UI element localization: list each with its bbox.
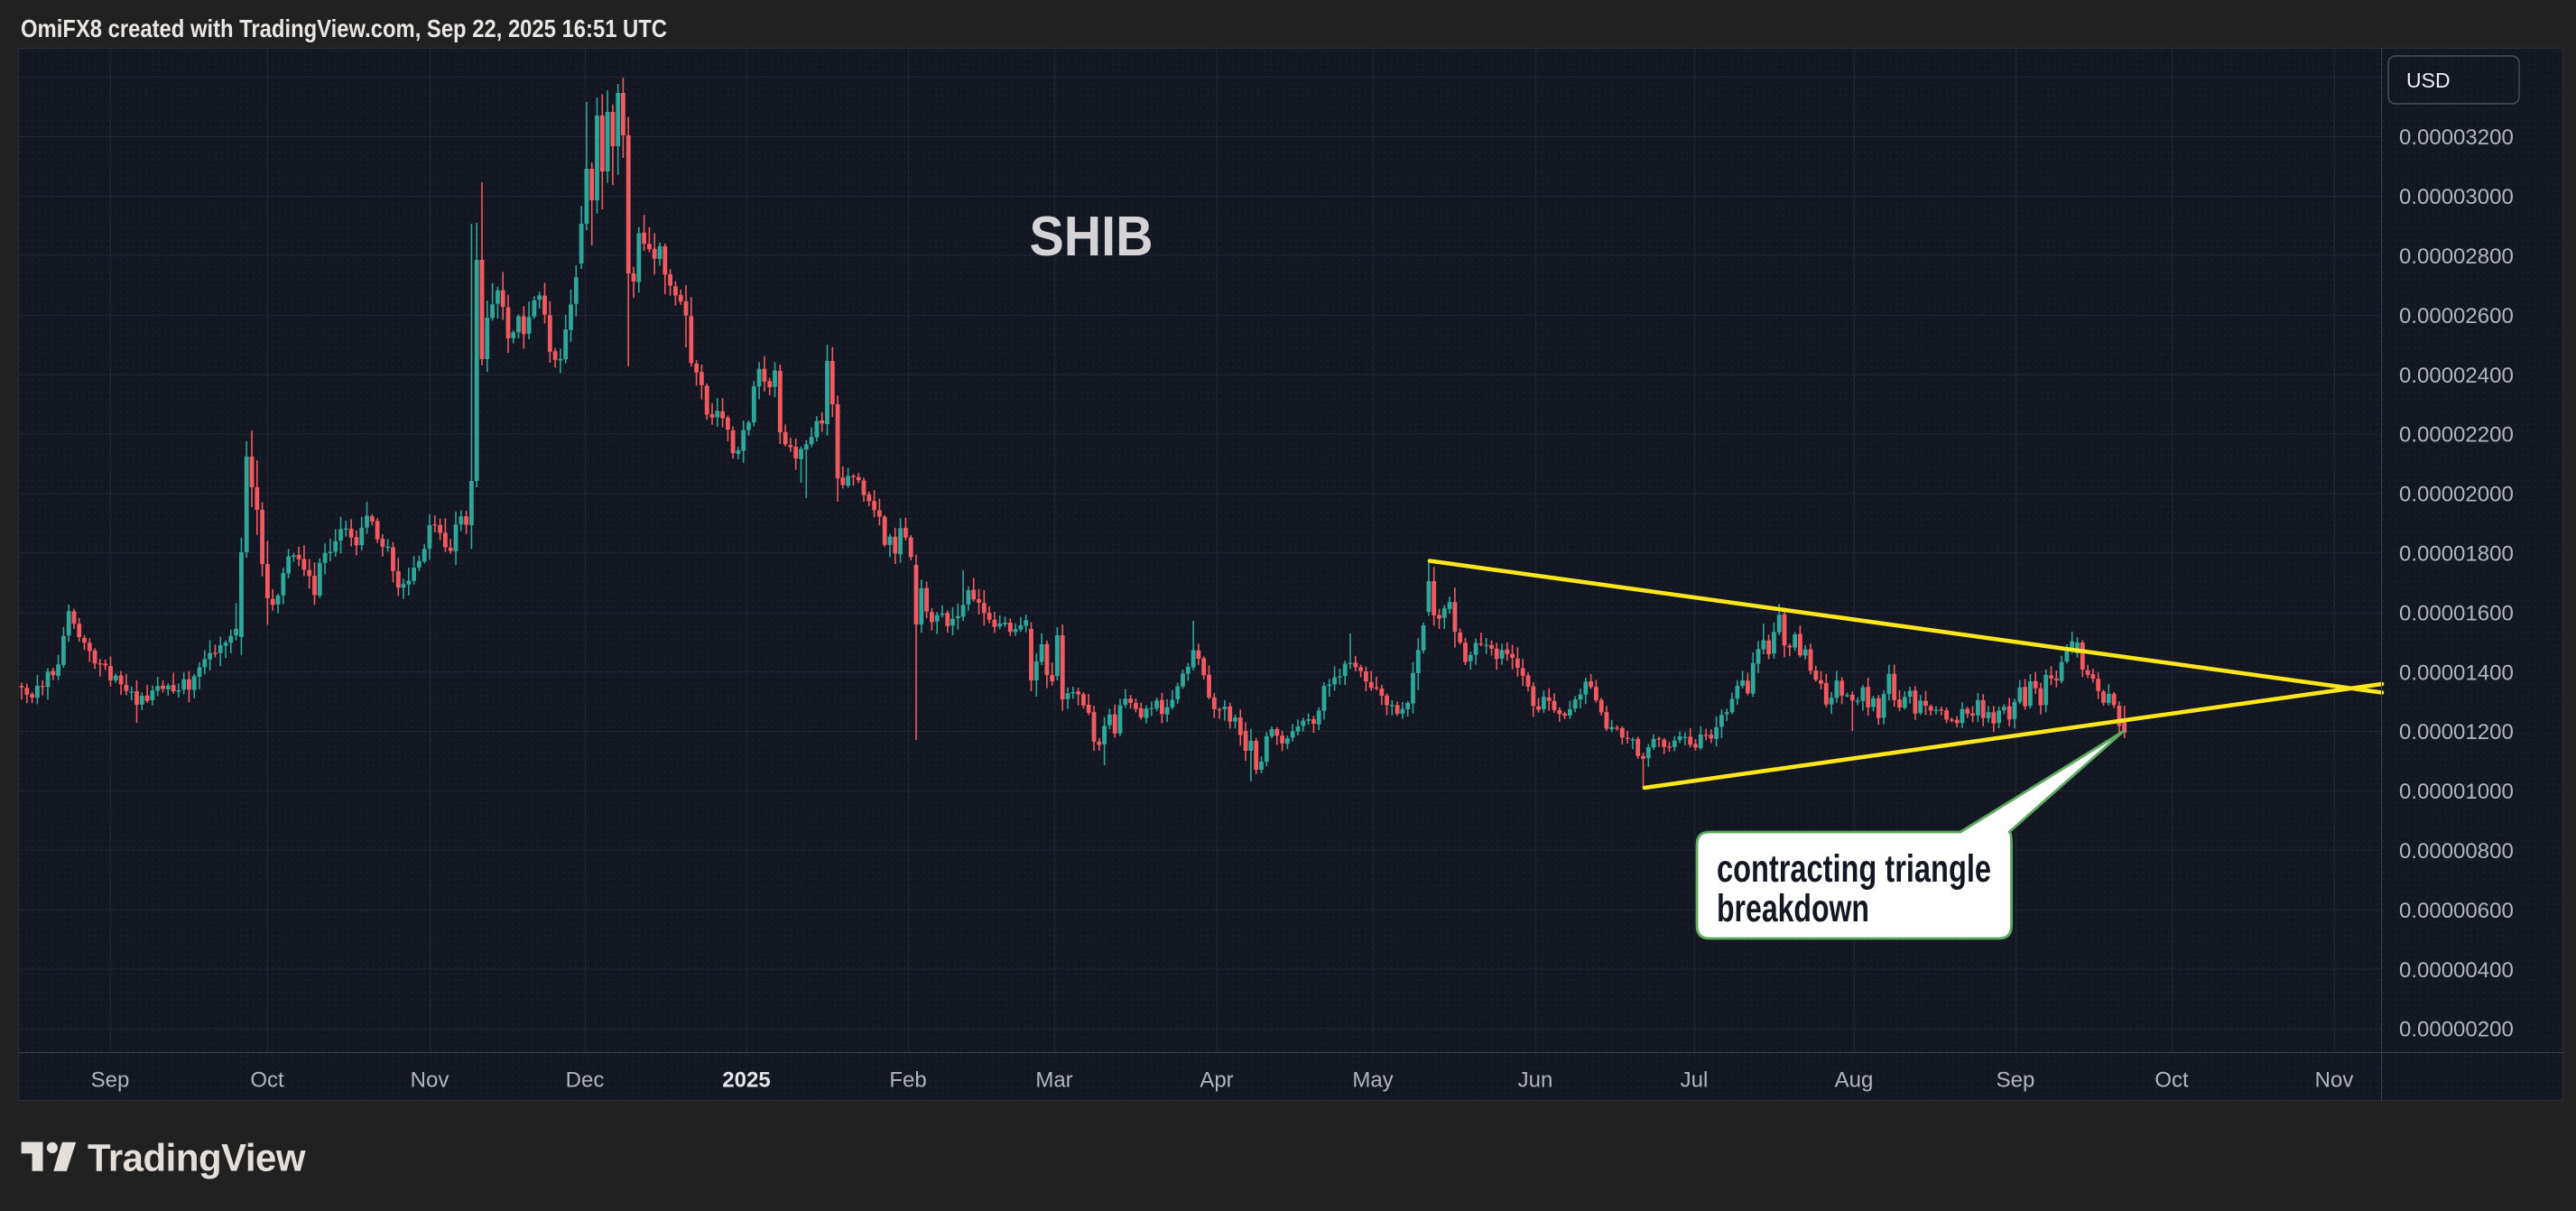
svg-text:0.00000600: 0.00000600 — [2399, 899, 2514, 923]
svg-text:2025: 2025 — [722, 1068, 770, 1093]
svg-text:0.00002000: 0.00002000 — [2399, 483, 2514, 507]
svg-text:0.00001200: 0.00001200 — [2399, 720, 2514, 744]
svg-text:0.00002800: 0.00002800 — [2399, 245, 2514, 269]
svg-text:Oct: Oct — [2154, 1068, 2189, 1093]
svg-text:SHIB: SHIB — [1030, 206, 1154, 268]
svg-text:Jul: Jul — [1681, 1068, 1709, 1093]
svg-text:0.00001800: 0.00001800 — [2399, 542, 2514, 567]
svg-text:Mar: Mar — [1035, 1068, 1072, 1093]
svg-text:Dec: Dec — [566, 1068, 605, 1093]
svg-text:0.00000800: 0.00000800 — [2399, 839, 2514, 864]
svg-text:Aug: Aug — [1835, 1068, 1874, 1093]
svg-text:0.00001400: 0.00001400 — [2399, 661, 2514, 685]
svg-text:Feb: Feb — [889, 1068, 926, 1093]
svg-text:Nov: Nov — [411, 1068, 449, 1093]
svg-text:Nov: Nov — [2315, 1068, 2354, 1093]
svg-text:0.00002200: 0.00002200 — [2399, 423, 2514, 448]
svg-text:0.00002400: 0.00002400 — [2399, 364, 2514, 388]
svg-text:0.00001000: 0.00001000 — [2399, 780, 2514, 804]
svg-text:0.00002600: 0.00002600 — [2399, 304, 2514, 328]
svg-text:OmiFX8 created with TradingVie: OmiFX8 created with TradingView.com, Sep… — [21, 14, 667, 42]
svg-text:0.00003000: 0.00003000 — [2399, 185, 2514, 209]
svg-text:0.00000200: 0.00000200 — [2399, 1018, 2514, 1042]
svg-text:Sep: Sep — [91, 1068, 130, 1093]
svg-text:breakdown: breakdown — [1717, 887, 1869, 930]
svg-text:Oct: Oct — [250, 1068, 284, 1093]
svg-text:USD: USD — [2406, 69, 2451, 92]
svg-text:May: May — [1352, 1068, 1393, 1093]
svg-text:0.00000400: 0.00000400 — [2399, 958, 2514, 983]
svg-text:Sep: Sep — [1997, 1068, 2035, 1093]
svg-text:Apr: Apr — [1200, 1068, 1233, 1093]
svg-text:0.00003200: 0.00003200 — [2399, 125, 2514, 150]
svg-text:TradingView: TradingView — [88, 1137, 306, 1180]
svg-text:Jun: Jun — [1518, 1068, 1553, 1093]
svg-text:contracting triangle: contracting triangle — [1717, 847, 1991, 891]
svg-text:0.00001600: 0.00001600 — [2399, 601, 2514, 625]
